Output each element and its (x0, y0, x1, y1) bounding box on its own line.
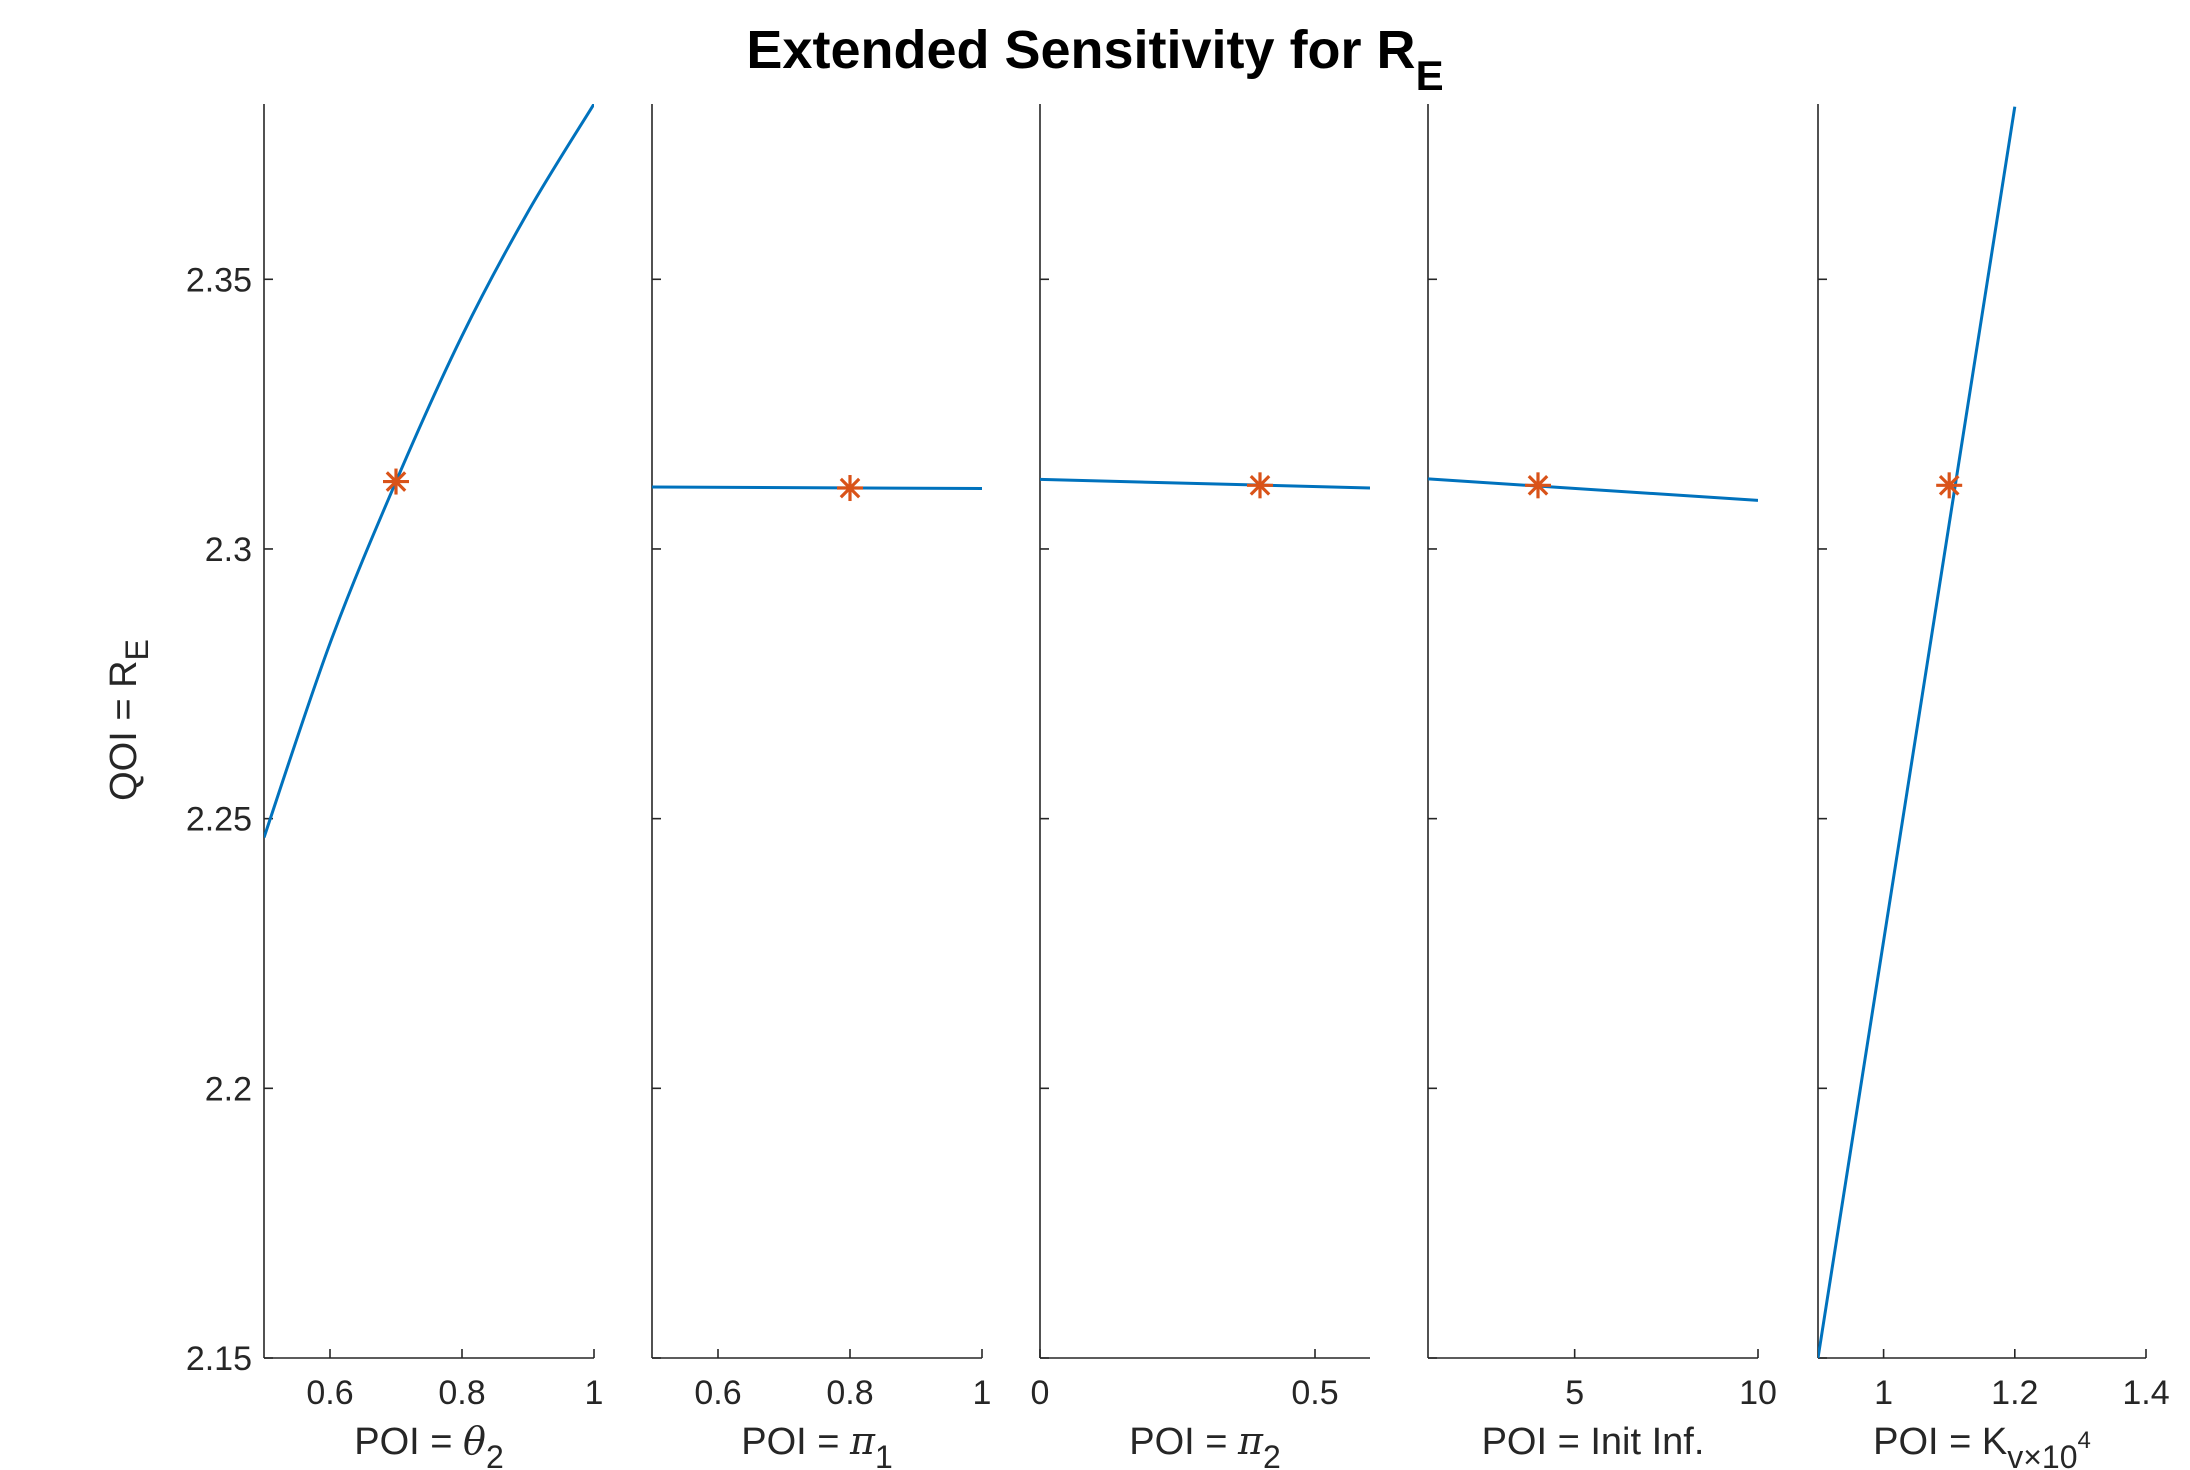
x-axis-label-main: POI = Init Inf. (1482, 1421, 1705, 1463)
x-tick-label: 1 (973, 1374, 992, 1412)
svg-text:QOI = RE: QOI = RE (103, 639, 155, 801)
chart-title-sub: E (1416, 52, 1444, 99)
x-axis-label-symbol: π (1237, 1419, 1264, 1463)
y-axis-label: QOI = RE (103, 639, 155, 801)
x-axis-label-main: POI = K (1873, 1421, 2007, 1463)
marker-stroke (1249, 475, 1271, 496)
marker-stroke (385, 471, 407, 492)
y-tick-label: 2.35 (186, 261, 252, 299)
y-axis-label-main: QOI = R (103, 660, 145, 800)
x-tick-label: 10 (1739, 1374, 1777, 1412)
nominal-value-marker (1525, 472, 1551, 499)
x-tick-label: 0.5 (1291, 1374, 1338, 1412)
x-axis-label-sup-exponent: 4 (2078, 1427, 2091, 1454)
chart-title: Extended Sensitivity for RE (746, 20, 1443, 99)
nominal-value-marker (1936, 472, 1963, 499)
series-line (652, 485, 982, 491)
series-line (264, 104, 594, 839)
x-axis-label-sup: ×10 (2023, 1439, 2077, 1470)
x-axis-label: POI = π2 (1129, 1419, 1281, 1470)
y-axis-label-sub: E (119, 639, 155, 660)
x-axis-label-main: POI = (1129, 1421, 1238, 1463)
y-tick-label: 2.25 (186, 801, 252, 839)
panel-3: 0 0.5 POI = π2 (1031, 104, 1370, 1470)
nominal-value-marker (1247, 472, 1273, 499)
series-line (1818, 106, 2017, 1358)
x-axis-label: POI = π1 (741, 1419, 893, 1470)
x-axis-label-main: POI = (354, 1421, 463, 1463)
y-tick-label: 2.15 (186, 1340, 252, 1378)
x-tick-label: 0 (1031, 1374, 1050, 1412)
chart-title-main: Extended Sensitivity for R (746, 20, 1415, 80)
x-axis-label-symbol: π (849, 1419, 876, 1463)
y-tick-label: 2.2 (205, 1070, 252, 1108)
x-axis-label-symbol: θ (463, 1419, 486, 1463)
marker-stroke (839, 477, 861, 499)
series-line (1428, 477, 1758, 502)
x-tick-label: 1.4 (2122, 1374, 2169, 1412)
x-axis-label-sub: 1 (875, 1439, 893, 1470)
x-axis-label-sub: 2 (1263, 1439, 1281, 1470)
series-line (1040, 477, 1370, 490)
x-tick-label: 5 (1565, 1374, 1584, 1412)
panel-4: 5 10 POI = Init Inf. (1427, 104, 1777, 1463)
x-axis-label: POI = Kv×104 (1873, 1421, 2091, 1470)
marker-stroke (1527, 475, 1549, 496)
x-axis-label: POI = Init Inf. (1482, 1421, 1705, 1463)
x-tick-label: 0.6 (306, 1374, 353, 1412)
x-axis-label-main: POI = (741, 1421, 850, 1463)
x-tick-label: 1.2 (1991, 1374, 2038, 1412)
panel-5: 1 1.2 1.4 POI = Kv×104 (1817, 104, 2170, 1470)
x-tick-label: 1 (1874, 1374, 1893, 1412)
x-tick-label: 0.8 (438, 1374, 485, 1412)
x-tick-label: 0.8 (826, 1374, 873, 1412)
x-axis-label-sub: 2 (486, 1439, 504, 1470)
marker-stroke (1938, 475, 1960, 496)
panel-1: 2.15 2.2 2.25 2.3 2.35 0.6 0.8 1 POI = θ2 (186, 104, 604, 1470)
nominal-value-marker (837, 475, 863, 502)
x-tick-label: 1 (585, 1374, 604, 1412)
x-axis-label-sub: v (2007, 1439, 2023, 1470)
x-tick-label: 0.6 (694, 1374, 741, 1412)
y-tick-label: 2.3 (205, 531, 252, 569)
nominal-value-marker (383, 468, 409, 495)
x-axis-label: POI = θ2 (354, 1419, 503, 1470)
